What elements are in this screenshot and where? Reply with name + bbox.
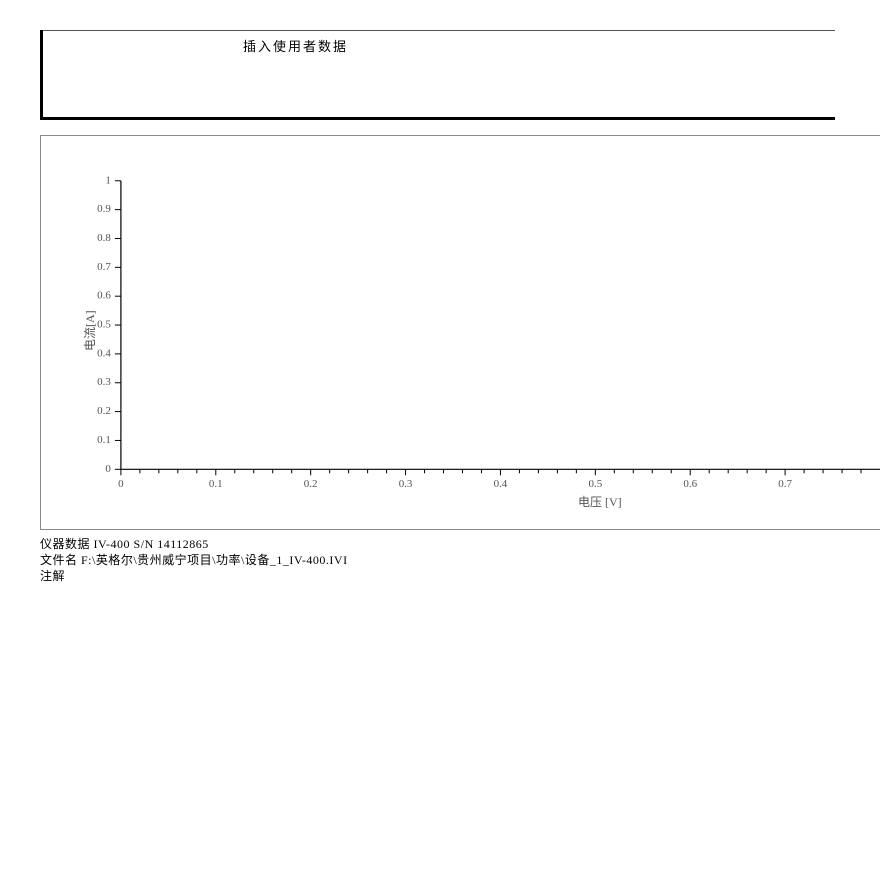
svg-text:0.3: 0.3 — [399, 478, 413, 490]
svg-text:0.2: 0.2 — [97, 405, 111, 417]
footer-filename: 文件名 F:\英格尔\贵州威宁项目\功率\设备_1_IV-400.IVI — [40, 552, 348, 568]
svg-text:0.8: 0.8 — [97, 232, 111, 244]
y-axis-label: 电流[A] — [81, 310, 98, 351]
svg-text:0.9: 0.9 — [97, 203, 111, 215]
svg-text:0.4: 0.4 — [97, 347, 111, 359]
svg-text:0.2: 0.2 — [304, 478, 318, 490]
svg-text:1: 1 — [105, 174, 110, 186]
svg-text:0.1: 0.1 — [97, 434, 111, 446]
svg-text:0.3: 0.3 — [97, 376, 111, 388]
banner-top-rule — [43, 30, 835, 31]
svg-text:0.7: 0.7 — [778, 478, 792, 490]
chart-panel: 0 0.1 0.2 0.3 0.4 0.5 0.6 0.7 0.8 0.9 1 0 0.1 0.2 0.3 0… — [40, 135, 880, 530]
svg-text:0.6: 0.6 — [683, 478, 697, 490]
footer-instrument-data: 仪器数据 IV-400 S/N 14112865 — [40, 536, 209, 552]
svg-text:0: 0 — [105, 463, 111, 475]
svg-text:0.6: 0.6 — [97, 290, 111, 302]
footer-annotation: 注解 — [40, 568, 65, 584]
svg-text:0: 0 — [118, 478, 124, 490]
svg-text:0.7: 0.7 — [97, 261, 111, 273]
svg-text:0.5: 0.5 — [588, 478, 602, 490]
iv-chart: 0 0.1 0.2 0.3 0.4 0.5 0.6 0.7 0.8 0.9 1 0 0.1 0.2 0.3 0… — [41, 136, 880, 529]
banner-title: 插入使用者数据 — [243, 36, 348, 55]
svg-text:0.4: 0.4 — [494, 478, 508, 490]
banner-box: 插入使用者数据 — [40, 30, 835, 120]
svg-text:0.5: 0.5 — [97, 319, 111, 331]
svg-text:0.1: 0.1 — [209, 478, 223, 490]
x-axis-label: 电压 [V] — [578, 493, 622, 510]
